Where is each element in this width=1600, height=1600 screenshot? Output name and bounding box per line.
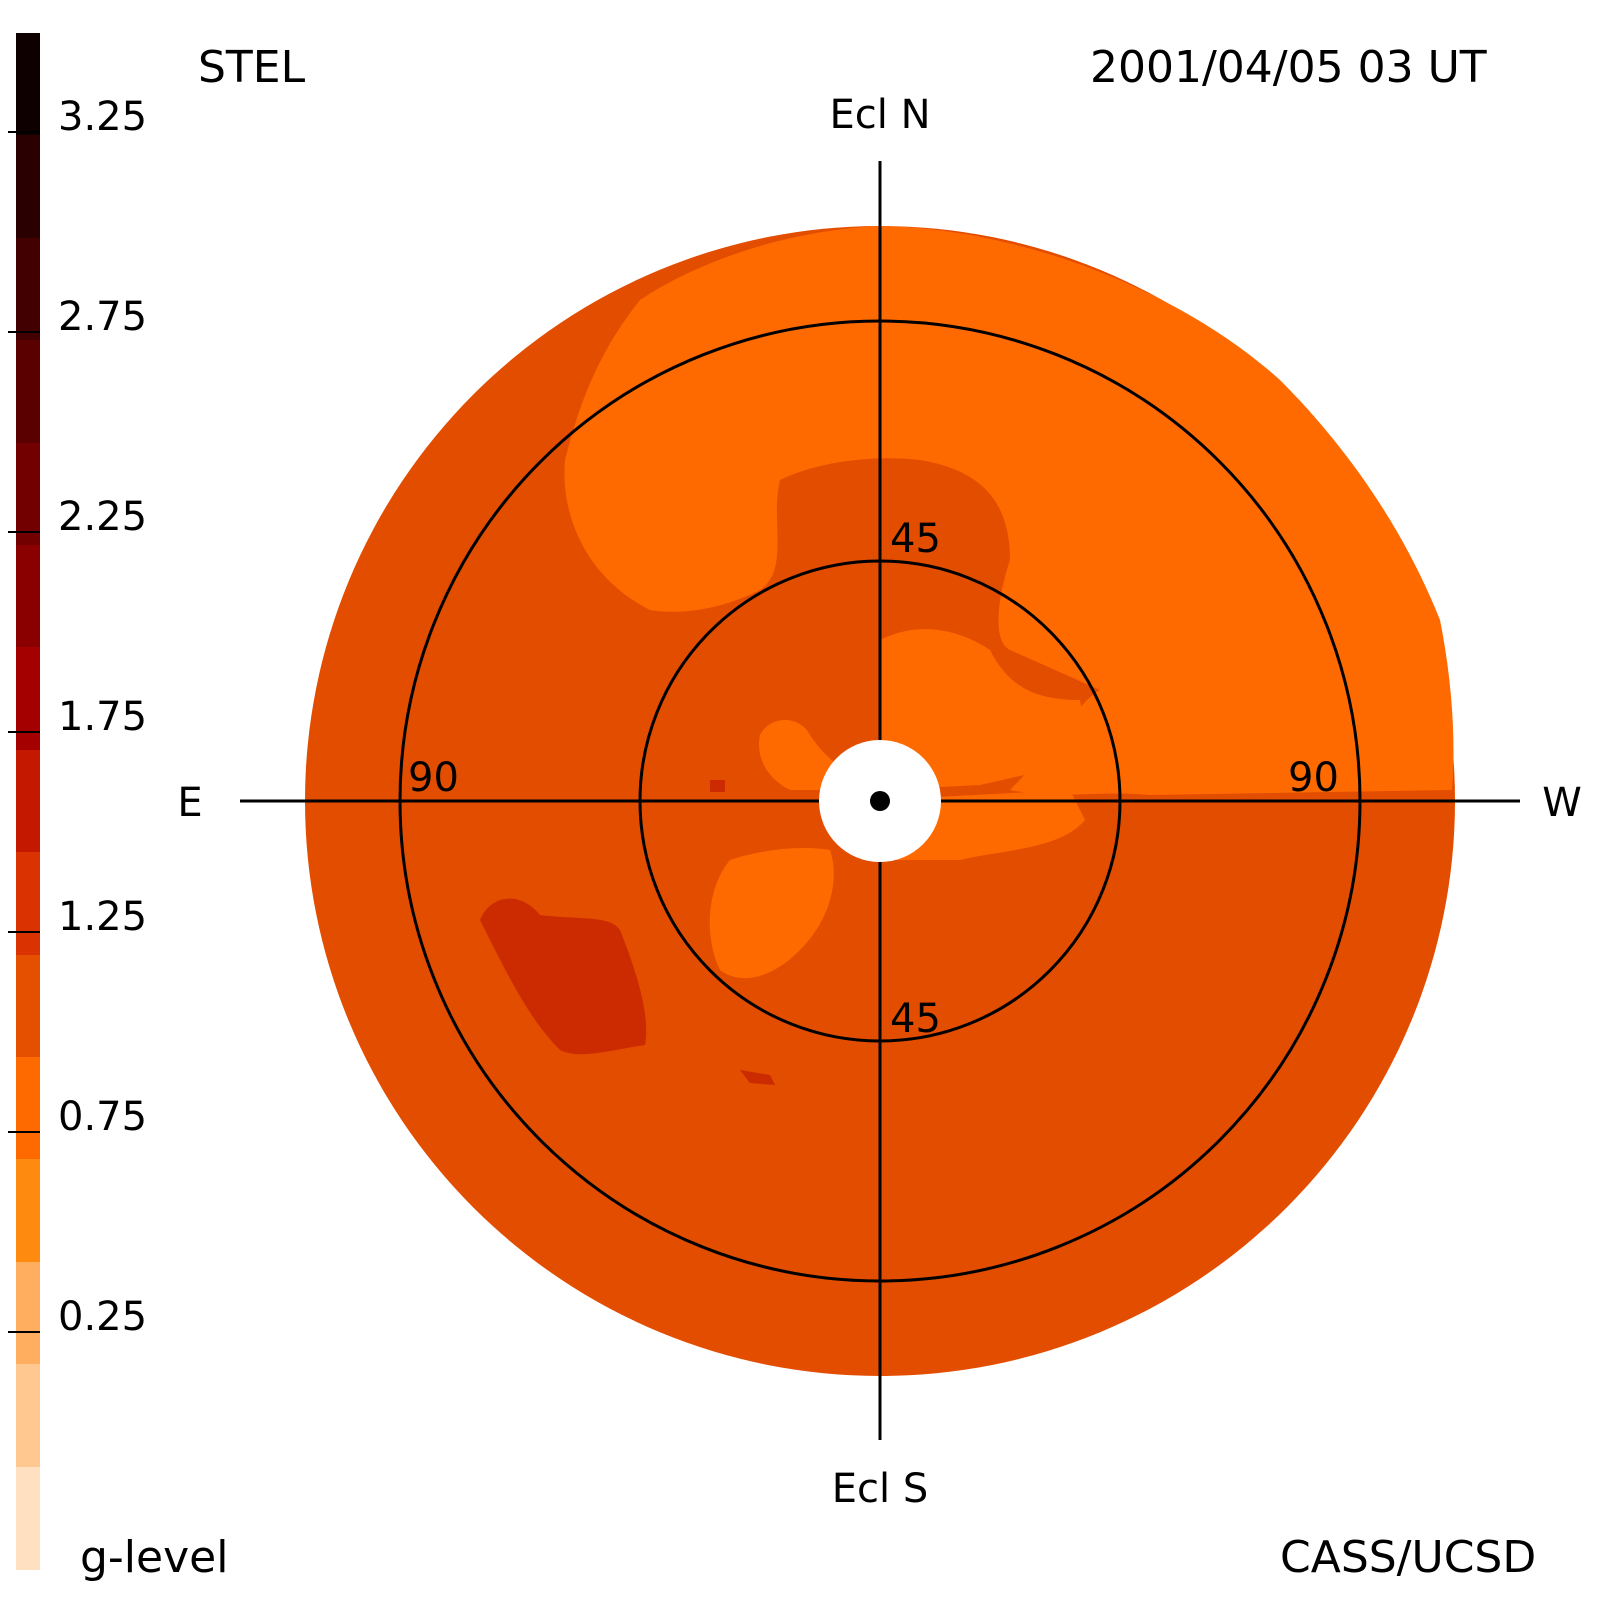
sun-center-dot xyxy=(870,791,890,811)
ring-label-45-south: 45 xyxy=(890,996,941,1042)
colorbar-label: g-level xyxy=(80,1532,229,1583)
dark-speck xyxy=(740,1070,775,1085)
colorbar-segment xyxy=(16,1159,40,1263)
direction-west: W xyxy=(1542,780,1582,826)
ring-label-90-west: 90 xyxy=(1288,755,1339,801)
colorbar-tick-label: 2.75 xyxy=(58,294,148,340)
colorbar-segment xyxy=(16,545,40,649)
colorbar-tick xyxy=(8,931,40,933)
colorbar-segment xyxy=(16,237,40,342)
colorbar-segment xyxy=(16,1057,40,1161)
colorbar-segment xyxy=(16,954,40,1058)
colorbar-tick-label: 0.25 xyxy=(58,1294,148,1340)
light-lobe-north-west xyxy=(880,629,1090,790)
colorbar-segment xyxy=(16,1466,40,1570)
colorbar-tick xyxy=(8,331,40,333)
direction-north: Ecl N xyxy=(829,92,930,138)
light-lobe-north-east xyxy=(759,720,845,790)
light-lobe-south-east xyxy=(709,848,834,979)
colorbar-segment xyxy=(16,340,40,444)
ring-label-90-east: 90 xyxy=(408,755,459,801)
colorbar-tick xyxy=(8,531,40,533)
colorbar xyxy=(16,33,40,1570)
ring-label-45-north: 45 xyxy=(890,516,941,562)
colorbar-segment xyxy=(16,852,40,956)
colorbar-segment xyxy=(16,1364,40,1468)
colorbar-tick-label: 1.75 xyxy=(58,694,148,740)
credit-label: CASS/UCSD xyxy=(1280,1532,1537,1583)
colorbar-segment xyxy=(16,749,40,854)
colorbar-segment xyxy=(16,135,40,239)
colorbar-segment xyxy=(16,647,40,751)
light-region-north xyxy=(564,226,1454,795)
instrument-label: STEL xyxy=(198,42,306,93)
datetime-label: 2001/04/05 03 UT xyxy=(1090,42,1487,93)
colorbar-tick-label: 1.25 xyxy=(58,894,148,940)
colorbar-tick-label: 3.25 xyxy=(58,94,148,140)
colorbar-tick-label: 2.25 xyxy=(58,494,148,540)
colorbar-segment xyxy=(16,442,40,546)
direction-east: E xyxy=(177,780,202,826)
dark-patch xyxy=(480,898,647,1055)
colorbar-tick xyxy=(8,731,40,733)
colorbar-segment xyxy=(16,1261,40,1366)
colorbar-tick xyxy=(8,1331,40,1333)
dark-speck-2 xyxy=(710,780,725,792)
direction-south: Ecl S xyxy=(832,1466,928,1512)
colorbar-tick xyxy=(8,1131,40,1133)
colorbar-segment xyxy=(16,33,40,137)
colorbar-tick-label: 0.75 xyxy=(58,1094,148,1140)
colorbar-tick xyxy=(8,131,40,133)
